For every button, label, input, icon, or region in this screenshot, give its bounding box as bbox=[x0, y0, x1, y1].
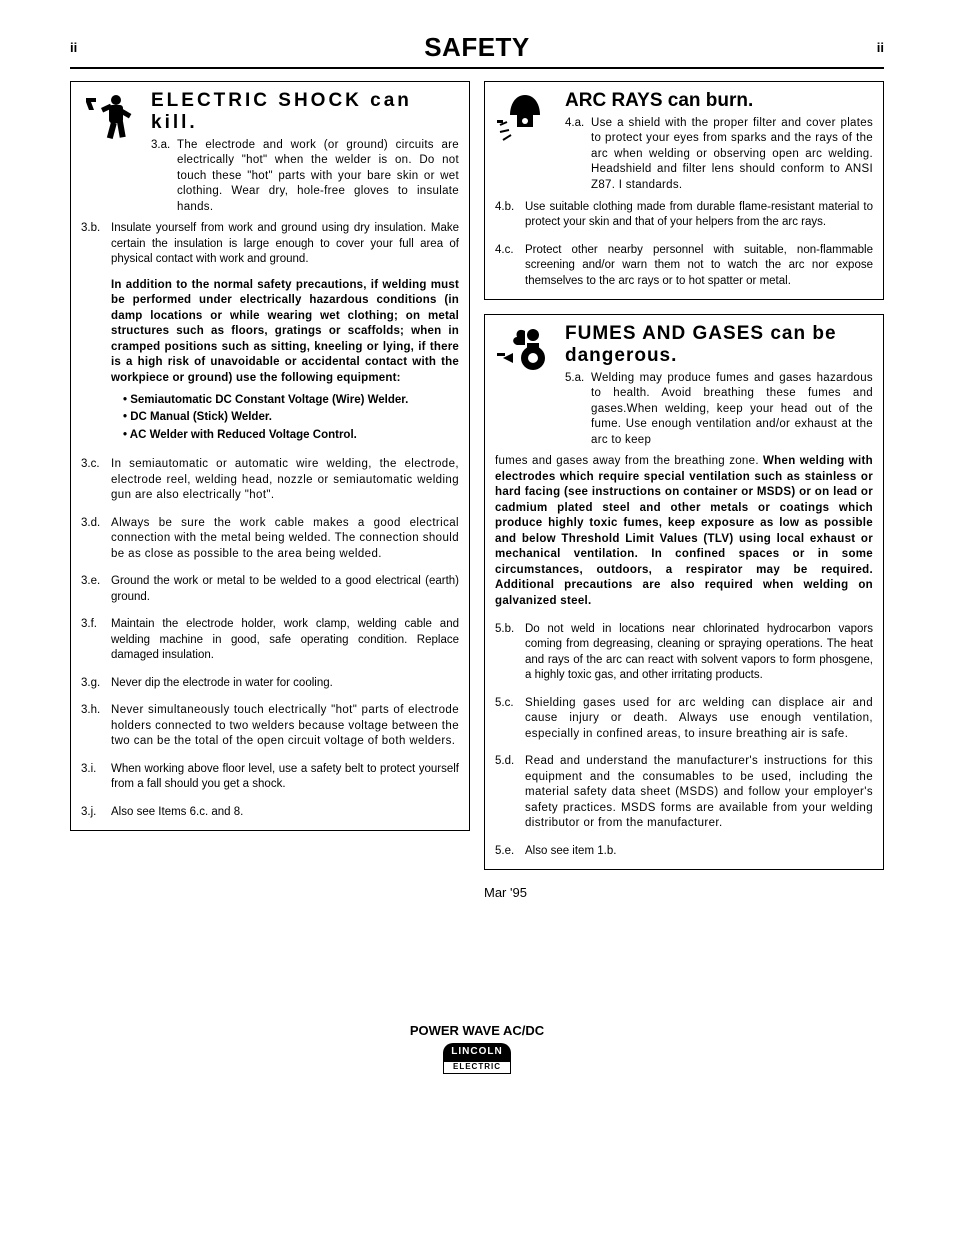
electric-shock-section: ELECTRIC SHOCK can kill. 3.a. The electr… bbox=[70, 81, 470, 831]
safety-item: 3.i.When working above floor level, use … bbox=[81, 762, 459, 793]
item-label: 5.b. bbox=[495, 622, 525, 684]
safety-item: 3.j.Also see Items 6.c. and 8. bbox=[81, 805, 459, 821]
item-text: Use suitable clothing made from durable … bbox=[525, 200, 873, 231]
safety-item: 5.b.Do not weld in locations near chlori… bbox=[495, 622, 873, 684]
item-label: 3.c. bbox=[81, 457, 111, 504]
item-label: 3.i. bbox=[81, 762, 111, 793]
page-title: SAFETY bbox=[424, 30, 530, 65]
safety-item: 3.e.Ground the work or metal to be welde… bbox=[81, 574, 459, 605]
item-text: In semiautomatic or automatic wire weldi… bbox=[111, 457, 459, 504]
arc-rays-section: ARC RAYS can burn. 4.a. Use a shield wit… bbox=[484, 81, 884, 300]
item-text: When working above floor level, use a sa… bbox=[111, 762, 459, 793]
item-label: 3.b. bbox=[81, 221, 111, 445]
item-text: Ground the work or metal to be welded to… bbox=[111, 574, 459, 605]
lincoln-electric-logo: LINCOLN ELECTRIC bbox=[443, 1043, 510, 1073]
item-text: Welding may produce fumes and gases haza… bbox=[591, 371, 873, 449]
fumes-gases-title: FUMES AND GASES can be dangerous. bbox=[565, 323, 873, 367]
left-column: ELECTRIC SHOCK can kill. 3.a. The electr… bbox=[70, 81, 470, 902]
arc-rays-title: ARC RAYS can burn. bbox=[565, 90, 873, 112]
safety-item: 3.d.Always be sure the work cable makes … bbox=[81, 516, 459, 563]
item-text: Never simultaneously touch electrically … bbox=[111, 703, 459, 750]
item-label: 5.e. bbox=[495, 844, 525, 860]
electric-shock-icon bbox=[81, 90, 141, 150]
fumes-continuation: fumes and gases away from the breathing … bbox=[495, 454, 873, 609]
item-label: 5.a. bbox=[565, 371, 591, 449]
item-label: 5.c. bbox=[495, 696, 525, 743]
item-label: 4.c. bbox=[495, 243, 525, 290]
page-footer: POWER WAVE AC/DC LINCOLN ELECTRIC bbox=[70, 1022, 884, 1074]
bullet-item: DC Manual (Stick) Welder. bbox=[123, 410, 459, 426]
safety-item: 5.c.Shielding gases used for arc welding… bbox=[495, 696, 873, 743]
equipment-bullets: Semiautomatic DC Constant Voltage (Wire)… bbox=[123, 393, 459, 444]
safety-item: 3.f.Maintain the electrode holder, work … bbox=[81, 617, 459, 664]
item-label: 5.d. bbox=[495, 754, 525, 832]
fumes-gases-section: FUMES AND GASES can be dangerous. 5.a. W… bbox=[484, 314, 884, 870]
item-text: Always be sure the work cable makes a go… bbox=[111, 516, 459, 563]
safety-item: 3.h.Never simultaneously touch electrica… bbox=[81, 703, 459, 750]
item-text: Shielding gases used for arc welding can… bbox=[525, 696, 873, 743]
item-label: 4.b. bbox=[495, 200, 525, 231]
item-text: Also see item 1.b. bbox=[525, 844, 873, 860]
item-text: Do not weld in locations near chlorinate… bbox=[525, 622, 873, 684]
item-text: Insulate yourself from work and ground u… bbox=[111, 222, 459, 265]
bold-warning: In addition to the normal safety precaut… bbox=[111, 278, 459, 387]
item-label: 3.g. bbox=[81, 676, 111, 692]
item-text: Use a shield with the proper filter and … bbox=[591, 116, 873, 194]
safety-item: 3.c.In semiautomatic or automatic wire w… bbox=[81, 457, 459, 504]
item-label: 3.e. bbox=[81, 574, 111, 605]
safety-item: 3.b. Insulate yourself from work and gro… bbox=[81, 221, 459, 445]
item-label: 4.a. bbox=[565, 116, 591, 194]
page-number-right: ii bbox=[877, 39, 884, 57]
page-header: ii SAFETY ii bbox=[70, 30, 884, 69]
fumes-gases-icon bbox=[495, 323, 555, 383]
bullet-item: Semiautomatic DC Constant Voltage (Wire)… bbox=[123, 393, 459, 409]
item-text: The electrode and work (or ground) circu… bbox=[177, 138, 459, 216]
page-number-left: ii bbox=[70, 39, 77, 57]
safety-item: 5.e.Also see item 1.b. bbox=[495, 844, 873, 860]
continuation-plain: fumes and gases away from the breathing … bbox=[495, 455, 763, 467]
item-label: 3.h. bbox=[81, 703, 111, 750]
product-name: POWER WAVE AC/DC bbox=[70, 1022, 884, 1040]
item-label: 3.f. bbox=[81, 617, 111, 664]
item-text: Read and understand the manufacturer's i… bbox=[525, 754, 873, 832]
revision-date: Mar '95 bbox=[484, 884, 884, 902]
item-label: 3.a. bbox=[151, 138, 177, 216]
logo-top: LINCOLN bbox=[443, 1043, 510, 1061]
bullet-item: AC Welder with Reduced Voltage Control. bbox=[123, 428, 459, 444]
logo-bottom: ELECTRIC bbox=[443, 1061, 510, 1074]
item-label: 3.d. bbox=[81, 516, 111, 563]
item-label: 3.j. bbox=[81, 805, 111, 821]
item-text: Also see Items 6.c. and 8. bbox=[111, 805, 459, 821]
safety-item: 4.b.Use suitable clothing made from dura… bbox=[495, 200, 873, 231]
item-body: Insulate yourself from work and ground u… bbox=[111, 221, 459, 445]
continuation-bold: When welding with electrodes which requi… bbox=[495, 455, 873, 607]
electric-shock-title: ELECTRIC SHOCK can kill. bbox=[151, 90, 459, 134]
arc-rays-icon bbox=[495, 90, 555, 150]
safety-item: 4.c.Protect other nearby personnel with … bbox=[495, 243, 873, 290]
content-columns: ELECTRIC SHOCK can kill. 3.a. The electr… bbox=[70, 81, 884, 902]
safety-item: 3.g.Never dip the electrode in water for… bbox=[81, 676, 459, 692]
safety-item: 5.d.Read and understand the manufacturer… bbox=[495, 754, 873, 832]
right-column: ARC RAYS can burn. 4.a. Use a shield wit… bbox=[484, 81, 884, 902]
item-text: Protect other nearby personnel with suit… bbox=[525, 243, 873, 290]
item-text: Never dip the electrode in water for coo… bbox=[111, 676, 459, 692]
item-text: Maintain the electrode holder, work clam… bbox=[111, 617, 459, 664]
